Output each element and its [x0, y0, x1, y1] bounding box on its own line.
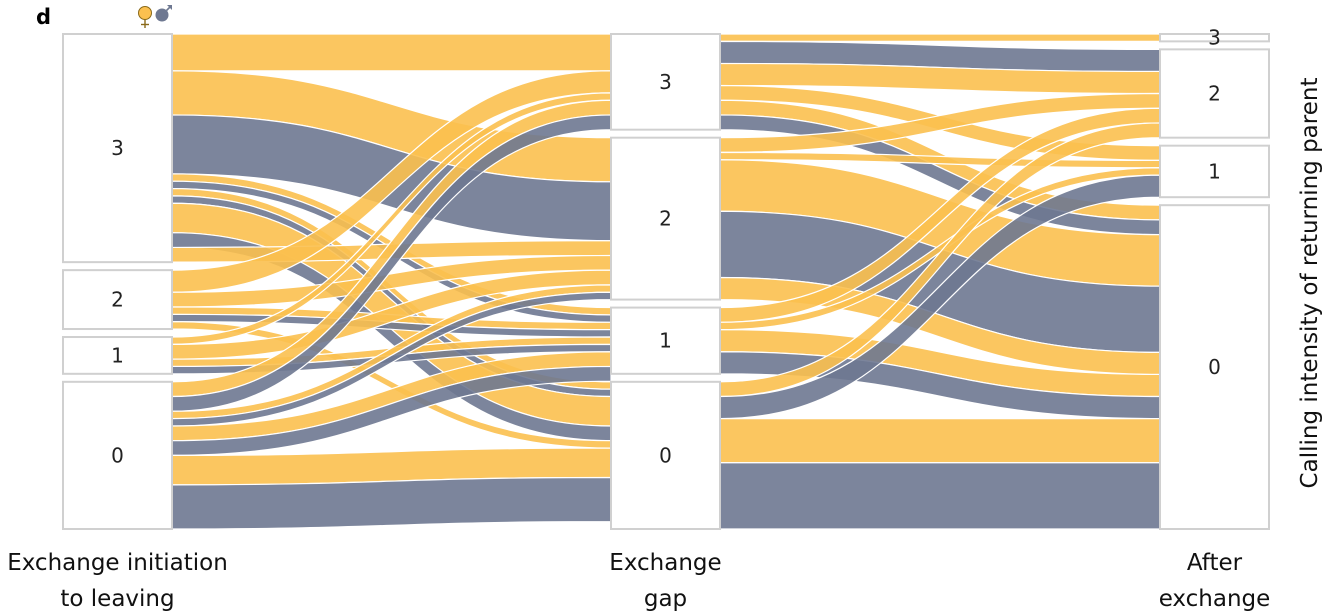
flows-layer — [171, 33, 1161, 530]
node-label-s1-0: 0 — [659, 443, 672, 467]
stage-label-s0-line-1: to leaving — [60, 586, 174, 612]
node-label-s1-2: 2 — [659, 207, 672, 231]
node-s0-3 — [62, 33, 173, 264]
node-label-s0-0: 0 — [111, 443, 124, 467]
node-label-s2-1: 1 — [1208, 159, 1221, 183]
panel-letter: d — [36, 5, 51, 29]
node-label-s2-3: 3 — [1208, 26, 1221, 50]
node-s2-2 — [1159, 48, 1270, 139]
node-s1-3 — [610, 33, 721, 131]
stage-labels-layer: Exchange initiation to leaving Exchange gap… — [7, 550, 1270, 612]
flow-b-0-to-0-female-17 — [719, 418, 1161, 464]
node-s2-1 — [1159, 144, 1270, 199]
stage-label-s1-line-0: Exchange — [609, 550, 721, 576]
flow-a-3-to-3-female-0 — [171, 33, 612, 72]
node-s1-0 — [610, 380, 721, 530]
node-label-s0-2: 2 — [111, 288, 124, 312]
stage-label-s2-line-0: After — [1187, 550, 1243, 576]
flow-b-3-to-3-female-0 — [719, 33, 1161, 42]
stage-label-s0-line-0: Exchange initiation — [7, 550, 228, 576]
node-s0-0 — [62, 380, 173, 530]
node-s0-1 — [62, 336, 173, 375]
node-s1-1 — [610, 306, 721, 375]
flow-a-0-to-0-male-26 — [171, 476, 612, 530]
node-s2-3 — [1159, 33, 1270, 43]
node-label-s1-1: 1 — [659, 329, 672, 353]
nodes-layer: 3 2 1 0 3 2 1 0 3 2 1 0 — [62, 26, 1270, 530]
stage-label-s2-line-1: exchange — [1159, 586, 1271, 612]
node-label-s2-2: 2 — [1208, 82, 1221, 106]
node-label-s2-0: 0 — [1208, 355, 1221, 379]
male-legend-icon — [155, 8, 169, 22]
flow-b-0-to-0-male-18 — [719, 462, 1161, 530]
node-label-s1-3: 3 — [659, 70, 672, 94]
y-axis-label: Calling intensity of returning parent — [1297, 78, 1323, 489]
legend — [138, 5, 172, 28]
female-legend-icon — [138, 6, 152, 20]
node-s2-0 — [1159, 204, 1270, 530]
node-s0-2 — [62, 269, 173, 331]
node-label-s0-3: 3 — [111, 136, 124, 160]
male-arrow-head — [167, 5, 172, 10]
node-s1-2 — [610, 136, 721, 301]
node-label-s0-1: 1 — [111, 343, 124, 367]
stage-label-s1-line-1: gap — [644, 586, 687, 612]
